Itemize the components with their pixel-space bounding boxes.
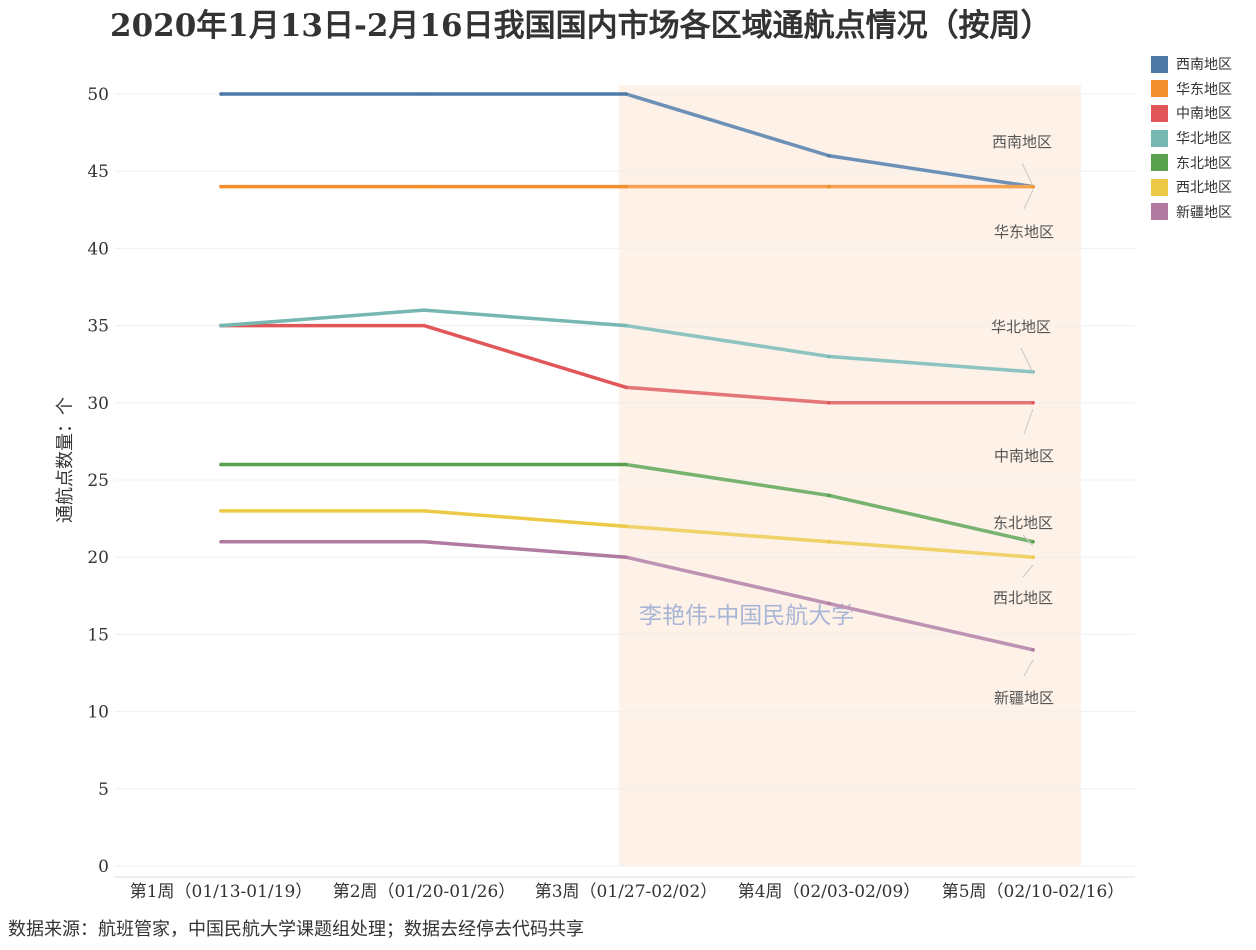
- legend-swatch: [1151, 56, 1168, 73]
- data-point: [827, 401, 831, 405]
- data-point: [1031, 555, 1035, 559]
- legend-item[interactable]: 西南地区: [1151, 52, 1232, 77]
- y-tick-label: 40: [87, 239, 109, 259]
- legend-swatch: [1151, 203, 1168, 220]
- data-point: [827, 602, 831, 606]
- x-tick-label: 第2周（01/20-01/26）: [333, 882, 516, 902]
- legend-label: 新疆地区: [1176, 202, 1232, 222]
- data-point: [219, 92, 223, 96]
- y-tick-label: 25: [87, 471, 109, 491]
- source-note: 数据来源：航班管家，中国民航大学课题组处理；数据去经停去代码共享: [8, 915, 584, 941]
- legend-item[interactable]: 新疆地区: [1151, 200, 1232, 225]
- y-tick-label: 20: [87, 548, 109, 568]
- legend-item[interactable]: 华北地区: [1151, 126, 1232, 151]
- x-tick-label: 第3周（01/27-02/02）: [535, 882, 718, 902]
- x-tick-label: 第1周（01/13-01/19）: [130, 882, 313, 902]
- data-point: [827, 154, 831, 158]
- data-point: [624, 185, 628, 189]
- data-point: [422, 324, 426, 328]
- data-point: [624, 92, 628, 96]
- data-point: [219, 509, 223, 513]
- data-point: [827, 355, 831, 359]
- data-point: [219, 185, 223, 189]
- watermark: 李艳伟-中国民航大学: [639, 603, 854, 629]
- legend-label: 西南地区: [1176, 54, 1232, 74]
- series-end-label: 东北地区: [993, 514, 1053, 532]
- data-point: [422, 540, 426, 544]
- legend: 西南地区华东地区中南地区华北地区东北地区西北地区新疆地区: [1151, 52, 1232, 224]
- data-point: [624, 386, 628, 390]
- legend-label: 东北地区: [1176, 153, 1232, 173]
- y-tick-label: 35: [87, 317, 109, 337]
- legend-item[interactable]: 华东地区: [1151, 77, 1232, 102]
- legend-swatch: [1151, 154, 1168, 171]
- data-point: [624, 463, 628, 467]
- series-end-label: 西北地区: [993, 589, 1053, 607]
- series-end-label: 新疆地区: [994, 689, 1054, 707]
- y-tick-label: 50: [87, 85, 109, 105]
- data-point: [624, 525, 628, 529]
- legend-label: 华东地区: [1176, 79, 1232, 99]
- y-tick-label: 15: [87, 625, 109, 645]
- legend-label: 中南地区: [1176, 103, 1232, 123]
- x-tick-label: 第4周（02/03-02/09）: [738, 882, 921, 902]
- legend-swatch: [1151, 105, 1168, 122]
- data-point: [827, 494, 831, 498]
- y-tick-label: 30: [87, 394, 109, 414]
- legend-label: 华北地区: [1176, 128, 1232, 148]
- data-point: [422, 308, 426, 312]
- data-point: [422, 463, 426, 467]
- data-point: [422, 185, 426, 189]
- series-end-label: 中南地区: [994, 447, 1054, 465]
- y-tick-label: 5: [98, 780, 109, 800]
- x-tick-label: 第5周（02/10-02/16）: [942, 882, 1125, 902]
- legend-swatch: [1151, 179, 1168, 196]
- data-point: [624, 555, 628, 559]
- data-point: [422, 92, 426, 96]
- series-end-label: 西南地区: [992, 133, 1052, 151]
- data-point: [219, 540, 223, 544]
- y-tick-label: 45: [87, 162, 109, 182]
- data-point: [219, 463, 223, 467]
- legend-swatch: [1151, 80, 1168, 97]
- series-end-label: 华北地区: [991, 318, 1051, 336]
- data-point: [1031, 540, 1035, 544]
- legend-swatch: [1151, 130, 1168, 147]
- data-point: [422, 509, 426, 513]
- legend-item[interactable]: 东北地区: [1151, 150, 1232, 175]
- data-point: [827, 540, 831, 544]
- y-tick-label: 10: [87, 703, 109, 723]
- legend-item[interactable]: 中南地区: [1151, 101, 1232, 126]
- data-point: [624, 324, 628, 328]
- series-end-label: 华东地区: [994, 223, 1054, 241]
- legend-label: 西北地区: [1176, 177, 1232, 197]
- data-point: [219, 324, 223, 328]
- data-point: [1031, 401, 1035, 405]
- legend-item[interactable]: 西北地区: [1151, 175, 1232, 200]
- data-point: [1031, 648, 1035, 652]
- y-tick-label: 0: [98, 857, 109, 877]
- data-point: [827, 185, 831, 189]
